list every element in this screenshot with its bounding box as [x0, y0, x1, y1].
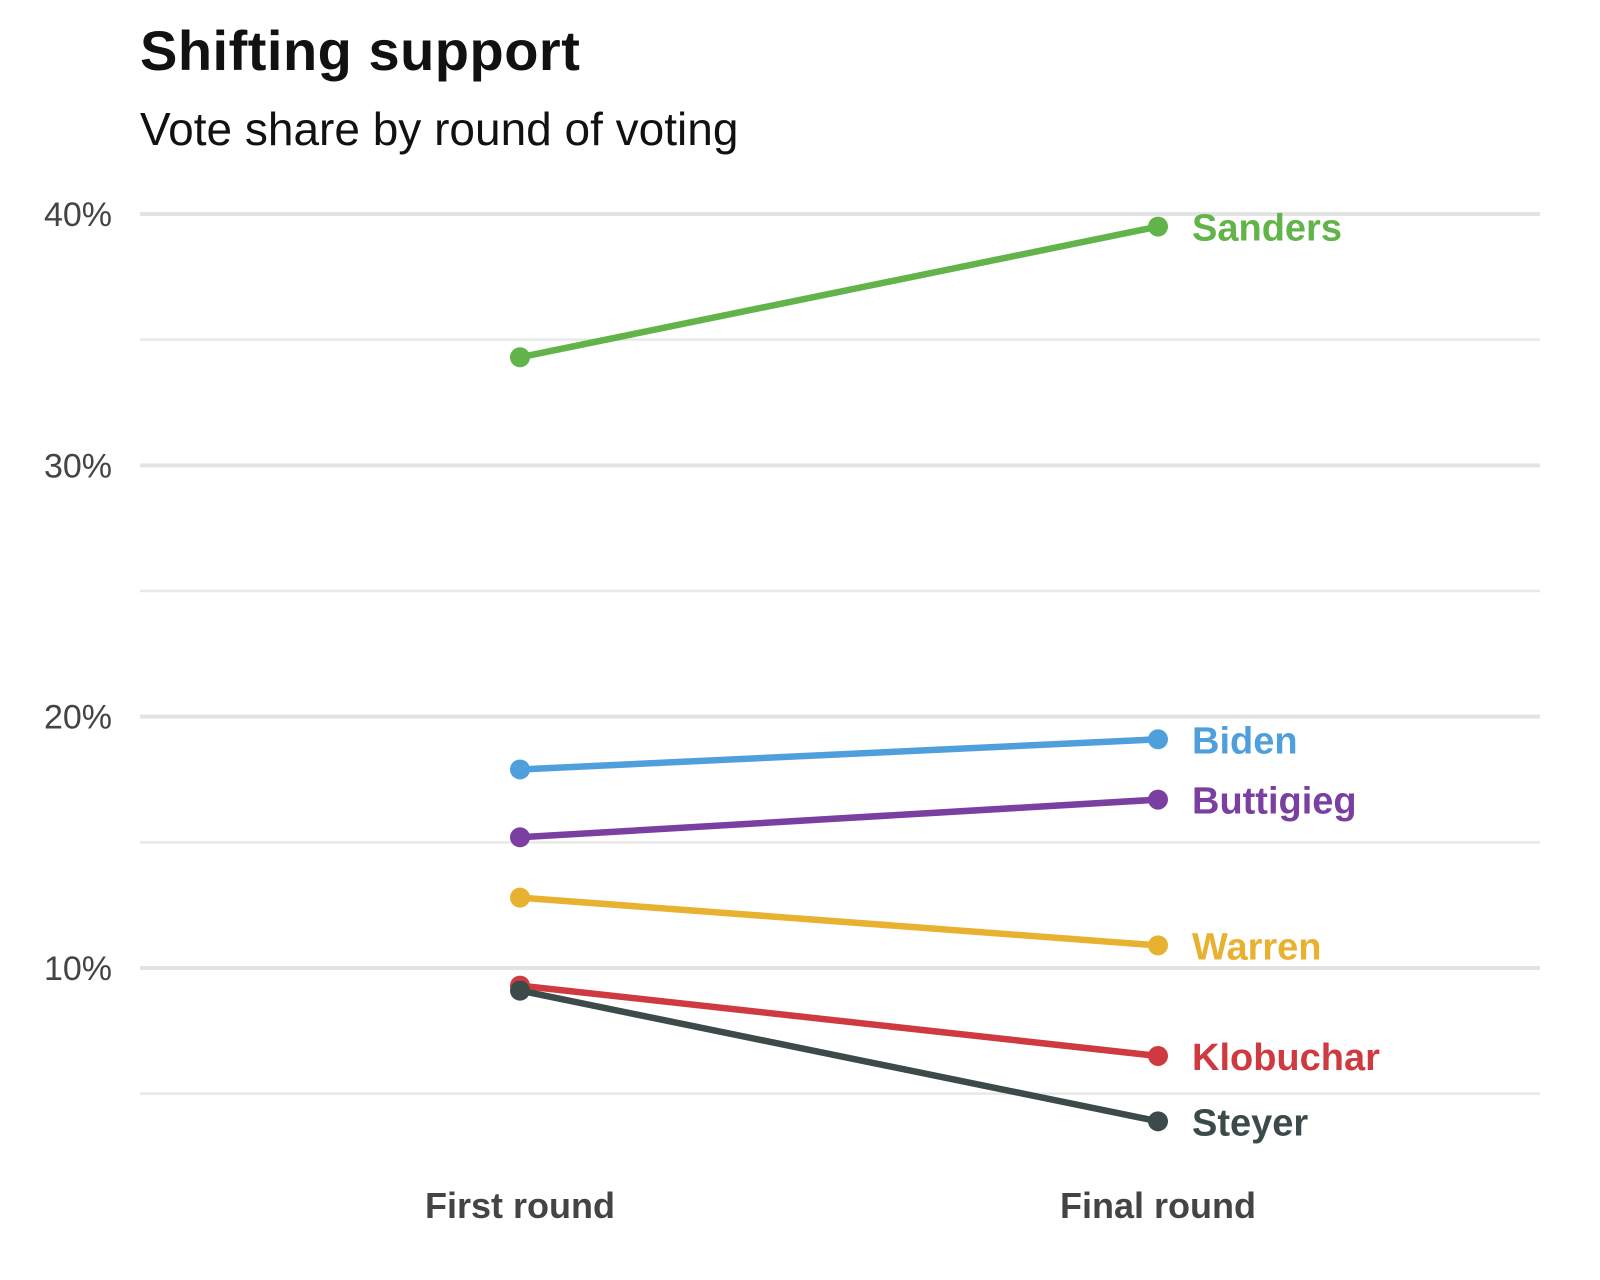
- series-line: [516, 736, 1162, 773]
- data-point: [510, 759, 530, 780]
- data-point: [1148, 1045, 1168, 1066]
- data-point: [510, 347, 530, 368]
- data-point: [1148, 935, 1168, 956]
- gridlines: [140, 212, 1540, 1095]
- series-label: Biden: [1192, 720, 1298, 762]
- series-biden: [510, 729, 1168, 780]
- data-point: [510, 887, 530, 908]
- series-line: [516, 223, 1162, 361]
- series-buttigieg: [510, 789, 1168, 848]
- series-label: Steyer: [1192, 1102, 1308, 1144]
- x-axis-ticks: First round Final round: [425, 1185, 1256, 1226]
- chart-title: Shifting support: [140, 19, 581, 82]
- series-line: [516, 894, 1162, 949]
- series-sanders: [510, 216, 1168, 368]
- series-lines: [510, 216, 1168, 1132]
- y-tick-label: 20%: [44, 699, 112, 737]
- data-point: [1148, 789, 1168, 810]
- data-point: [510, 827, 530, 848]
- series-label: Klobuchar: [1192, 1037, 1380, 1079]
- y-axis-ticks: 10% 20% 30% 40%: [44, 196, 112, 988]
- data-point: [510, 980, 530, 1001]
- series-label: Buttigieg: [1192, 781, 1357, 823]
- data-point: [1148, 1111, 1168, 1132]
- series-steyer: [510, 980, 1168, 1132]
- data-point: [1148, 216, 1168, 237]
- x-tick-label: Final round: [1060, 1185, 1256, 1226]
- y-tick-label: 40%: [44, 196, 112, 234]
- series-warren: [510, 887, 1168, 956]
- y-tick-label: 10%: [44, 950, 112, 988]
- series-label: Sanders: [1192, 208, 1342, 250]
- x-tick-label: First round: [425, 1185, 615, 1226]
- series-line: [516, 987, 1162, 1125]
- y-tick-label: 30%: [44, 447, 112, 485]
- series-label: Warren: [1192, 926, 1322, 968]
- series-labels: Sanders Biden Buttigieg Warren Klobuchar Stey…: [1192, 208, 1380, 1145]
- series-line: [516, 982, 1162, 1060]
- series-klobuchar: [510, 975, 1168, 1066]
- data-point: [1148, 729, 1168, 750]
- series-line: [516, 796, 1162, 841]
- chart-subtitle: Vote share by round of voting: [140, 103, 739, 155]
